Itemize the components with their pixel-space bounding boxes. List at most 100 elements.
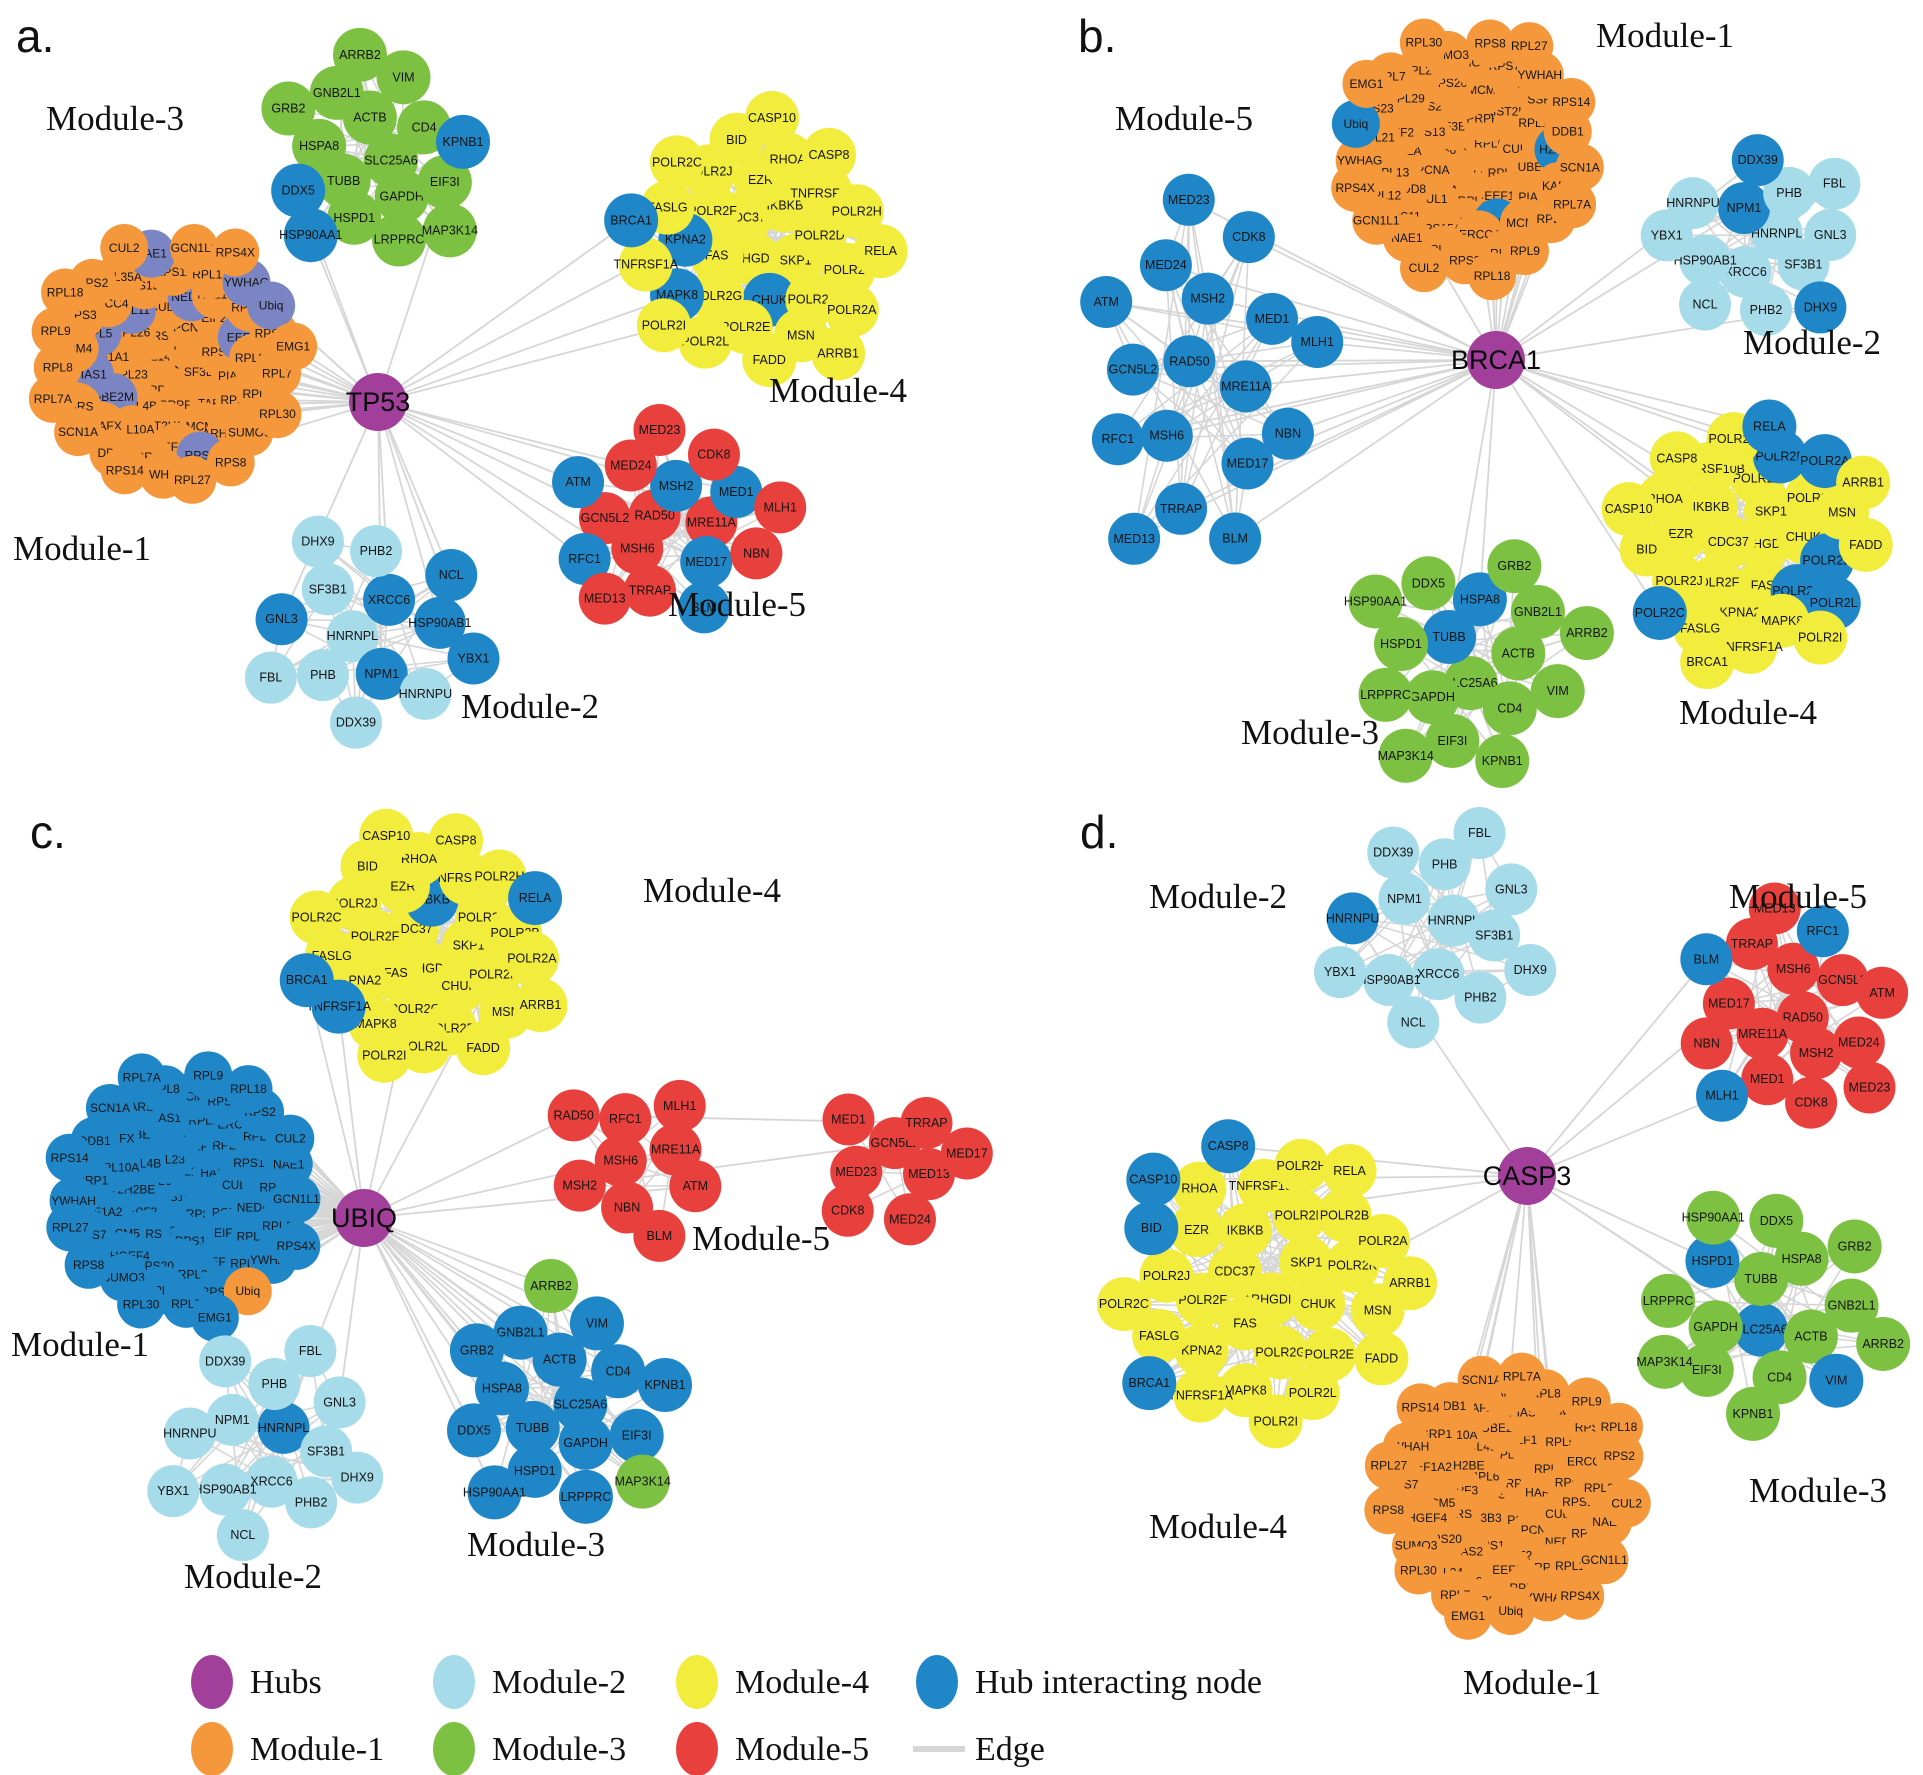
node-shape xyxy=(1742,399,1797,454)
node-POLR2I: POLR2I xyxy=(357,1028,412,1083)
hub-CASP3: CASP3 xyxy=(1483,1147,1571,1205)
node-GRB2: GRB2 xyxy=(261,81,316,136)
node-YBX1: YBX1 xyxy=(147,1465,200,1518)
node-shape xyxy=(569,1296,624,1351)
node-shape xyxy=(1680,1017,1733,1070)
node-shape xyxy=(1140,409,1193,462)
node-GNL3: GNL3 xyxy=(1485,863,1538,916)
node-PHB2: PHB2 xyxy=(350,525,403,578)
node-shape xyxy=(883,1193,936,1246)
node-shape xyxy=(269,322,318,371)
node-DDX39: DDX39 xyxy=(329,696,382,749)
node-MED24: MED24 xyxy=(883,1193,936,1246)
node-CASP10: CASP10 xyxy=(1601,482,1656,537)
node-shape xyxy=(1679,234,1732,287)
node-shape xyxy=(374,169,429,224)
node-shape xyxy=(578,492,631,545)
module-label-d-0: Module-2 xyxy=(1149,877,1287,916)
node-shape xyxy=(429,813,484,868)
edge xyxy=(1166,236,1250,437)
node-shape xyxy=(1313,946,1366,999)
node-MSH2: MSH2 xyxy=(553,1159,606,1212)
node-POLR2C: POLR2C xyxy=(289,890,344,945)
node-EMG1: EMG1 xyxy=(269,322,318,371)
node-RELA: RELA xyxy=(1742,399,1797,454)
node-PHB2: PHB2 xyxy=(1454,971,1507,1024)
node-shape xyxy=(558,532,611,585)
node-shape xyxy=(1317,1188,1372,1243)
node-ARRB1: ARRB1 xyxy=(513,978,568,1033)
node-GRB2: GRB2 xyxy=(449,1323,504,1378)
node-shape xyxy=(553,1159,606,1212)
node-shape xyxy=(1363,954,1416,1007)
node-shape xyxy=(1132,1308,1187,1363)
node-ARRB2: ARRB2 xyxy=(524,1259,579,1314)
legend-label: Edge xyxy=(975,1731,1045,1768)
legend-swatch xyxy=(676,1655,718,1709)
node-POLR2C: POLR2C xyxy=(1096,1277,1151,1332)
edge xyxy=(377,401,453,576)
node-shape xyxy=(1679,278,1732,331)
node-shape xyxy=(638,1357,693,1412)
node-shape xyxy=(1163,335,1216,388)
node-shape xyxy=(504,931,559,986)
node-shape xyxy=(558,1415,613,1470)
node-shape xyxy=(1619,522,1674,577)
node-CDK8: CDK8 xyxy=(1785,1076,1838,1129)
node-shape xyxy=(399,667,452,720)
node-EMG1: EMG1 xyxy=(190,1293,239,1342)
node-RPS4X: RPS4X xyxy=(211,228,260,277)
node-shape xyxy=(1452,572,1507,627)
module-label-c-4: Module-2 xyxy=(184,1557,322,1596)
node-CASP8: CASP8 xyxy=(802,127,857,182)
node-shape xyxy=(940,1127,993,1180)
node-shape xyxy=(1734,1251,1789,1306)
node-ATM: ATM xyxy=(1856,966,1909,1019)
node-shape xyxy=(1731,134,1784,187)
node-shape xyxy=(1405,670,1460,725)
node-RPS8: RPS8 xyxy=(1364,1486,1413,1535)
node-shape xyxy=(359,808,414,863)
node-MED23: MED23 xyxy=(1843,1061,1896,1114)
node-shape xyxy=(184,1051,233,1100)
node-shape xyxy=(649,135,704,190)
edge xyxy=(363,1217,475,1431)
node-Ubiq: Ubiq xyxy=(1486,1586,1535,1635)
node-shape xyxy=(296,649,349,702)
node-NCL: NCL xyxy=(425,548,478,601)
node-NPM1: NPM1 xyxy=(1718,182,1771,235)
node-MED13: MED13 xyxy=(1108,512,1161,565)
node-shape xyxy=(1500,227,1549,276)
node-shape xyxy=(357,1028,412,1083)
hub-shape xyxy=(1498,1147,1556,1205)
node-shape xyxy=(824,283,879,338)
node-shape xyxy=(332,27,387,82)
node-shape xyxy=(1139,239,1192,292)
node-RPL18: RPL18 xyxy=(1468,252,1517,301)
panel-letter-c: c. xyxy=(30,806,66,858)
node-CD4: CD4 xyxy=(591,1344,646,1399)
node-shape xyxy=(363,573,416,626)
node-NCL: NCL xyxy=(1679,278,1732,331)
node-shape xyxy=(1637,1334,1692,1389)
node-shape xyxy=(513,978,568,1033)
node-HSP90AA1: HSP90AA1 xyxy=(1682,1190,1745,1245)
node-shape xyxy=(1401,556,1456,611)
edge xyxy=(338,1217,365,1403)
node-BRCA1: BRCA1 xyxy=(1122,1356,1177,1411)
node-BLM: BLM xyxy=(633,1209,686,1262)
node-CASP8: CASP8 xyxy=(429,813,484,868)
node-shape xyxy=(253,390,302,439)
node-shape xyxy=(1457,1355,1506,1404)
node-shape xyxy=(1219,360,1272,413)
node-shape xyxy=(1491,626,1546,681)
node-shape xyxy=(1322,1143,1377,1198)
node-shape xyxy=(1548,180,1597,229)
node-shape xyxy=(279,953,334,1008)
node-shape xyxy=(1400,244,1449,293)
node-RAD50: RAD50 xyxy=(1163,335,1216,388)
module-label-c-2: Module-5 xyxy=(692,1219,830,1258)
node-SF3B1: SF3B1 xyxy=(301,563,354,616)
node-shape xyxy=(1248,1394,1303,1449)
hub-label: BRCA1 xyxy=(1451,345,1541,375)
